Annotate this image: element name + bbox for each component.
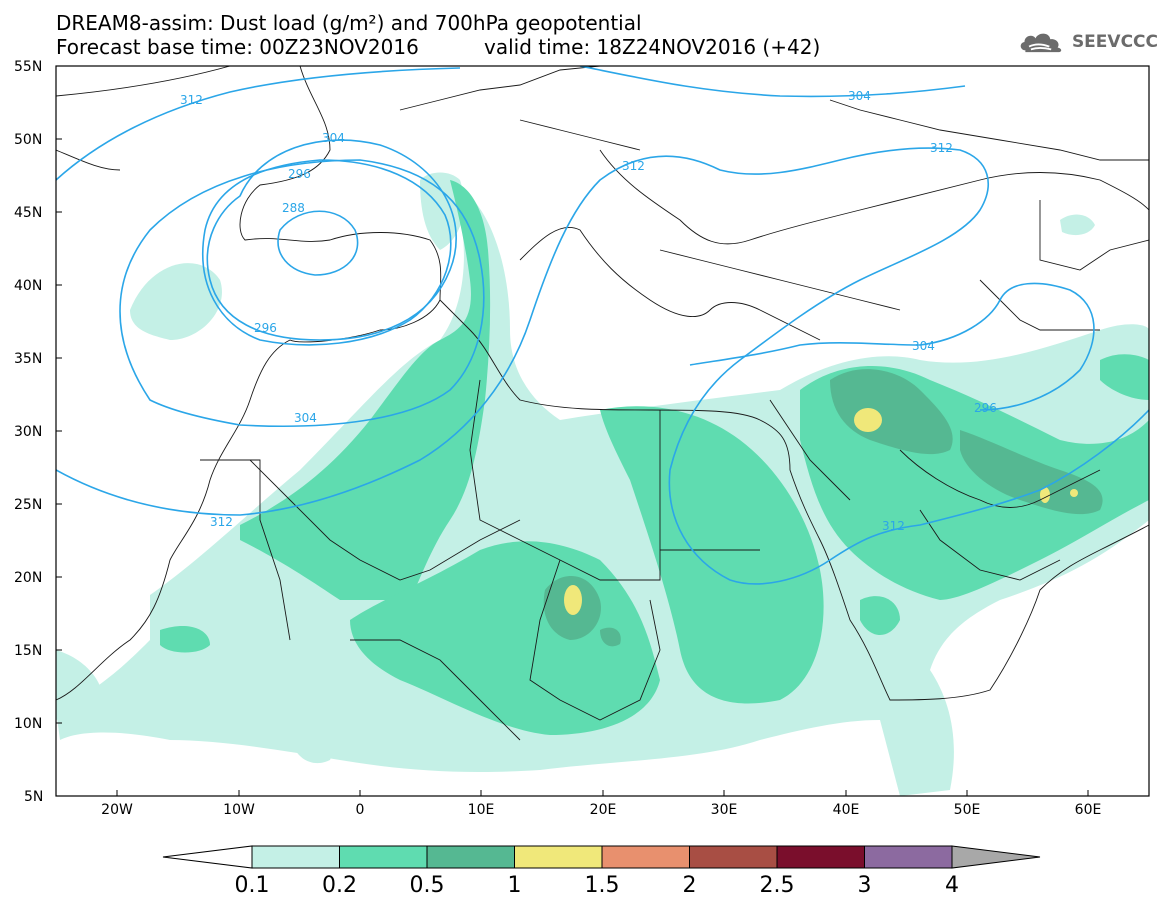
longitude-axis: 20W 10W 0 10E 20E 30E 40E 50E 60E bbox=[101, 790, 1101, 818]
lat-label: 10N bbox=[14, 716, 42, 732]
colorbar-segment bbox=[601, 845, 690, 869]
colorbar-tick-label: 1.5 bbox=[585, 873, 620, 898]
contour-label: 312 bbox=[622, 159, 645, 173]
contour-label: 312 bbox=[882, 519, 905, 533]
lat-label: 50N bbox=[14, 132, 42, 148]
colorbar-segment bbox=[864, 845, 953, 869]
lon-label: 40E bbox=[833, 802, 860, 818]
contour-label: 296 bbox=[288, 167, 311, 181]
colorbar-tick-label: 0.1 bbox=[235, 873, 270, 898]
lat-label: 40N bbox=[14, 278, 42, 294]
geopotential-contours bbox=[56, 66, 1149, 585]
colorbar-tick-label: 0.5 bbox=[410, 873, 445, 898]
contour-label: 304 bbox=[912, 339, 935, 353]
colorbar-tick-label: 2 bbox=[683, 873, 697, 898]
colorbar-low-arrow bbox=[162, 845, 253, 869]
logo-text: SEEVCCC bbox=[1071, 32, 1158, 52]
colorbar-high-arrow bbox=[951, 845, 1041, 869]
colorbar-tick-label: 3 bbox=[858, 873, 872, 898]
dust-layer-light bbox=[56, 172, 1149, 796]
colorbar-tick-label: 2.5 bbox=[760, 873, 795, 898]
colorbar-segment bbox=[514, 845, 603, 869]
lat-label: 5N bbox=[24, 789, 43, 805]
colorbar-segment bbox=[251, 845, 340, 869]
lon-label: 10E bbox=[468, 802, 495, 818]
lon-label: 60E bbox=[1075, 802, 1102, 818]
colorbar-tick-label: 1 bbox=[508, 873, 522, 898]
latitude-axis: 55N 50N 45N 40N 35N 30N 25N 20N 15N 10N … bbox=[14, 59, 62, 805]
colorbar-tick-label: 4 bbox=[945, 873, 959, 898]
contour-label: 312 bbox=[180, 93, 203, 107]
lat-label: 55N bbox=[14, 59, 42, 75]
lat-label: 30N bbox=[14, 424, 42, 440]
cloud-icon bbox=[1020, 33, 1062, 53]
lon-label: 10W bbox=[223, 802, 255, 818]
lon-label: 20W bbox=[101, 802, 133, 818]
contour-label: 296 bbox=[254, 321, 277, 335]
contour-labels: 312 304 296 288 296 304 312 312 312 304 … bbox=[180, 89, 997, 533]
lat-label: 35N bbox=[14, 351, 42, 367]
valid-time: valid time: 18Z24NOV2016 (+42) bbox=[484, 35, 821, 59]
dust-layer-yellow bbox=[564, 408, 1078, 615]
colorbar-tick-label: 0.2 bbox=[322, 873, 357, 898]
seevccc-logo: SEEVCCC bbox=[1018, 28, 1158, 56]
coastlines bbox=[56, 66, 1149, 741]
map-title: DREAM8-assim: Dust load (g/m²) and 700hP… bbox=[56, 11, 642, 35]
lon-label: 50E bbox=[954, 802, 981, 818]
colorbar: 0.1 0.2 0.5 1 1.5 2 2.5 3 4 bbox=[162, 845, 1041, 898]
lat-label: 25N bbox=[14, 497, 42, 513]
lon-label: 30E bbox=[711, 802, 738, 818]
contour-label: 304 bbox=[322, 131, 345, 145]
lon-label: 0 bbox=[356, 802, 365, 818]
contour-label: 312 bbox=[930, 141, 953, 155]
contour-label: 296 bbox=[974, 401, 997, 415]
forecast-base-time: Forecast base time: 00Z23NOV2016 bbox=[56, 35, 419, 59]
colorbar-segment bbox=[689, 845, 778, 869]
contour-label: 288 bbox=[282, 201, 305, 215]
lat-label: 45N bbox=[14, 205, 42, 221]
colorbar-segment bbox=[426, 845, 515, 869]
contour-label: 312 bbox=[210, 515, 233, 529]
lat-label: 15N bbox=[14, 643, 42, 659]
lon-label: 20E bbox=[590, 802, 617, 818]
lat-label: 20N bbox=[14, 570, 42, 586]
contour-label: 304 bbox=[848, 89, 871, 103]
colorbar-segment bbox=[776, 845, 865, 869]
colorbar-segment bbox=[339, 845, 428, 869]
contour-label: 304 bbox=[294, 411, 317, 425]
